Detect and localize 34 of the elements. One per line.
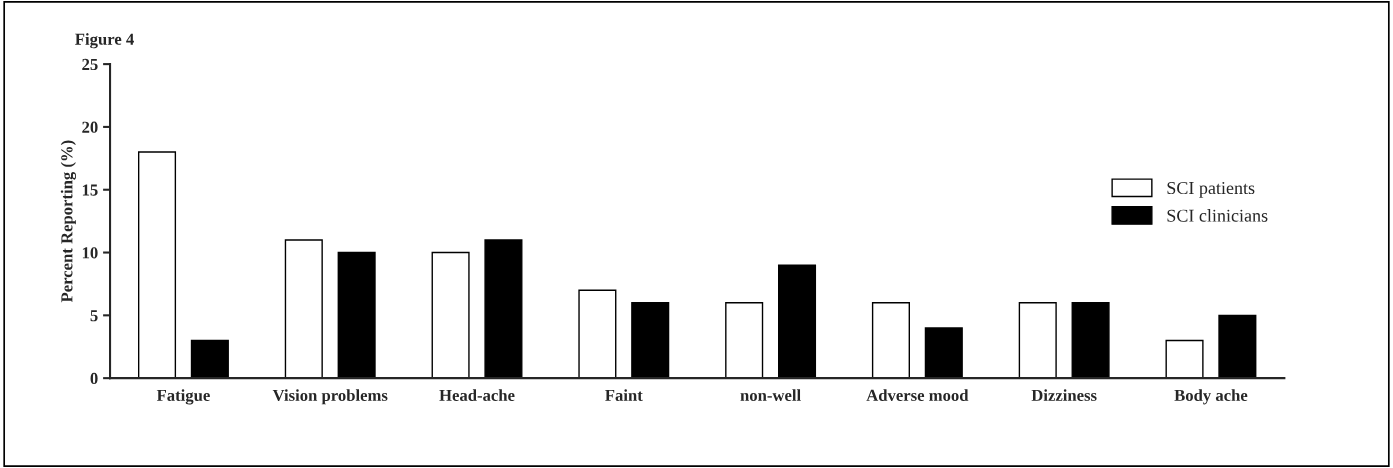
y-axis-title: Percent Reporting (%) — [60, 140, 77, 303]
bar — [631, 302, 670, 379]
bar — [431, 251, 470, 379]
y-tick-label: 15 — [82, 184, 98, 196]
x-tick-label: Fatigue — [156, 389, 210, 405]
bar — [1165, 339, 1204, 379]
y-tick-label: 5 — [90, 310, 98, 322]
bar — [484, 239, 523, 379]
bar — [578, 289, 617, 379]
bar — [725, 302, 764, 379]
y-tick-label: 25 — [82, 58, 98, 71]
legend-label: SCI patients — [1167, 181, 1255, 198]
bar — [924, 327, 963, 379]
legend-label: SCI clinicians — [1167, 209, 1268, 222]
chart-title: Figure 4 — [75, 33, 134, 49]
bar — [871, 302, 910, 379]
x-tick-label: Body ache — [1174, 389, 1248, 405]
bar — [1018, 302, 1057, 379]
bar — [1071, 302, 1110, 379]
y-tick-label: 10 — [82, 247, 98, 259]
x-tick-label: Faint — [605, 389, 643, 401]
x-tick-label: Vision problems — [272, 389, 388, 405]
bar — [284, 239, 323, 379]
y-tick-label: 0 — [90, 372, 98, 385]
bar — [337, 251, 376, 379]
x-tick-label: Adverse mood — [866, 389, 969, 401]
bar — [1218, 314, 1257, 379]
bar — [190, 339, 229, 379]
bar — [137, 151, 177, 379]
y-tick-label: 20 — [82, 121, 98, 133]
x-tick-label: Dizziness — [1031, 389, 1097, 401]
x-tick-label: Head-ache — [439, 389, 515, 401]
bar — [777, 264, 817, 379]
x-tick-label: non-well — [740, 389, 801, 401]
